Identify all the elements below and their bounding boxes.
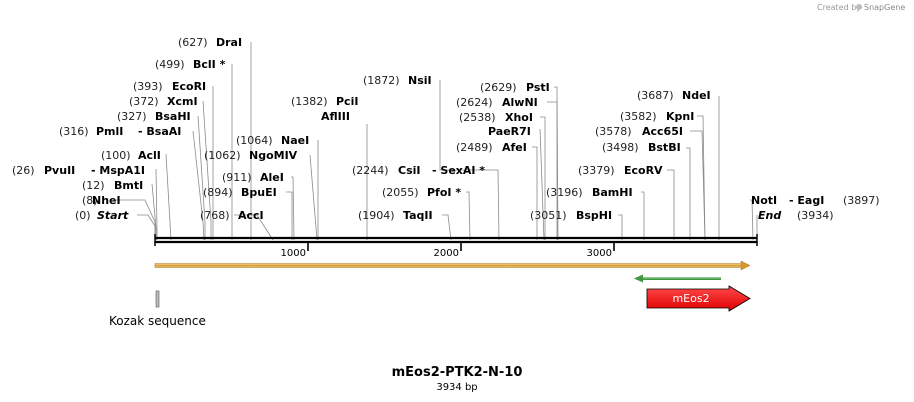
site-pos-bpuei: (894) [203,186,233,199]
site-csii-label: CsiI [398,164,420,177]
site-pos-drai: (627) [178,36,208,49]
site-pos-ndei: (3687) [637,89,674,102]
site-bmti-label: BmtI [114,179,143,192]
site-naei-label: NaeI [281,134,309,147]
site-alei-label: AleI [260,171,284,184]
site-pos-acci: (768) [200,209,230,222]
site-bpuei-label: BpuEI [241,186,277,199]
site-bcli-label: BclI * [193,58,226,71]
site-pos-taqii: (1904) [358,209,395,222]
site-ecori-label: EcoRI [172,80,206,93]
site-pos-nhei: (8) [82,194,98,207]
map-title: mEos2-PTK2-N-10 [392,365,523,380]
site-start-label: Start [97,209,129,222]
site-pvuii-label: PvuII [44,164,75,177]
site-bamhi-label: BamHI [592,186,633,199]
credit-prefix: Created by [817,3,861,12]
site-pos-bcli: (499) [155,58,185,71]
site-pos-kpni: (3582) [620,110,657,123]
orf-reverse-arrow[interactable] [634,274,721,283]
ruler-tick-label: 3000 [587,248,612,259]
ruler-tick-label: 2000 [434,248,459,259]
site-pos-start: (0) [75,209,91,222]
site-pos-nsii: (1872) [363,74,400,87]
site-pos-bsahi: (327) [117,110,147,123]
kozak-label: Kozak sequence [109,314,206,328]
site-paer7i-label: PaeR7I [488,125,531,138]
site-pos-acc65i: (3578) [595,125,632,138]
kozak-marker[interactable] [155,290,160,308]
site-pos-bstbi: (3498) [602,141,639,154]
site-pos-alwni: (2624) [456,96,493,109]
site-pos-ecori: (393) [133,80,163,93]
site-ecorv-label: EcoRV [624,164,663,177]
site-pos-noti: (3897) [843,194,880,207]
site-pmli-label: PmlI [96,125,123,138]
site-acc65i-label: Acc65I [642,125,683,138]
site-pos-pmli: (316) [59,125,89,138]
site-acli-label: AclI [138,149,161,162]
meos2-feature-label: mEos2 [672,292,709,305]
site-pos-csii: (2244) [352,164,389,177]
orf-main-arrow[interactable] [154,260,751,271]
site-pos-bamhi: (3196) [546,186,583,199]
site-taqii-label: TaqII [403,209,433,222]
site-kpni-label: KpnI [666,110,694,123]
site-ngomiv-label: NgoMIV [249,149,298,162]
site-eagi-label: - EagI [789,194,824,207]
site-pfoi-label: PfoI * [427,186,461,199]
site-pos-bmti: (12) [82,179,105,192]
site-pos-xcmi: (372) [129,95,159,108]
ruler: 1000 2000 3000 [281,243,615,259]
site-afei-label: AfeI [502,141,527,154]
site-pos-pfoi: (2055) [382,186,419,199]
site-psti-label: PstI [526,81,550,94]
site-mspa1i-label: - MspA1I [91,164,145,177]
site-leader-lines [116,42,758,241]
site-pos-pcii: (1382) [291,95,328,108]
site-bsaai-label: - BsaAI [138,125,181,138]
site-pos-afei: (2489) [456,141,493,154]
site-xcmi-label: XcmI [167,95,198,108]
site-acci-label: AccI [238,209,264,222]
site-drai-label: DraI [216,36,242,49]
meos2-feature[interactable]: mEos2 [646,285,751,312]
site-afliii-label: AflIII [321,110,350,123]
site-xhoi-label: XhoI [505,111,533,124]
restriction-site-labels: (0) Start (8) NheI (12) BmtI (26) PvuII … [12,36,880,222]
site-sexai-label: - SexAI * [432,164,485,177]
credit-brand: SnapGene [864,3,905,12]
site-pcii-label: PciI [336,95,358,108]
site-pos-bsphi: (3051) [530,209,567,222]
site-nsii-label: NsiI [408,74,432,87]
site-ndei-label: NdeI [682,89,711,102]
site-pos-psti: (2629) [480,81,517,94]
site-end-label: End [758,209,781,222]
site-bsahi-label: BsaHI [155,110,191,123]
site-pos-acli: (100) [101,149,131,162]
site-pos-pvuii: (26) [12,164,35,177]
map-length: 3934 bp [436,382,477,393]
site-pos-naei: (1064) [236,134,273,147]
snapgene-logo-icon [856,4,862,10]
site-pos-end: (3934) [797,209,834,222]
site-pos-ngomiv: (1062) [204,149,241,162]
site-pos-xhoi: (2538) [459,111,496,124]
site-bsphi-label: BspHI [576,209,612,222]
ruler-tick-label: 1000 [281,248,306,259]
site-alwni-label: AlwNI [502,96,538,109]
site-noti-label: NotI [751,194,777,207]
site-pos-alei: (911) [222,171,252,184]
site-nhei-label: NheI [92,194,121,207]
site-pos-ecorv: (3379) [578,164,615,177]
site-bstbi-label: BstBI [648,141,681,154]
